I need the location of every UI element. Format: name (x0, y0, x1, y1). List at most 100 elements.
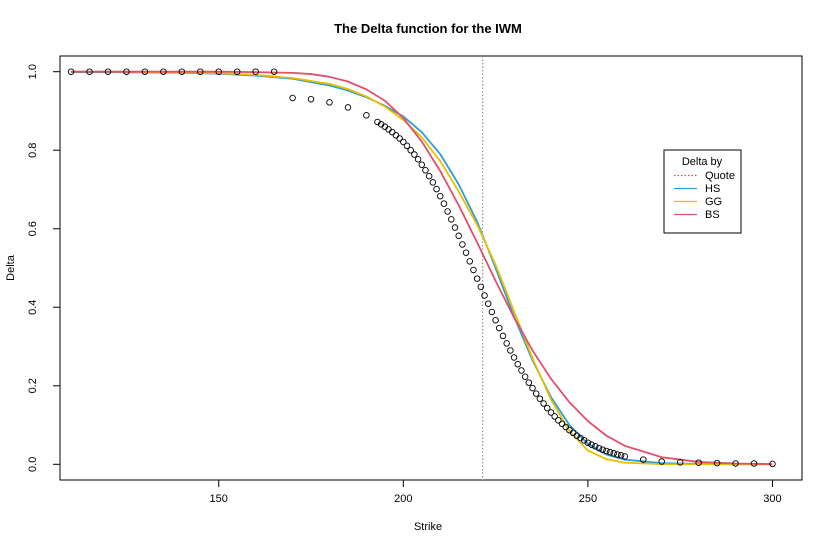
quote-point (470, 266, 477, 274)
y-axis-label: Delta (5, 254, 17, 281)
quote-point (532, 390, 540, 397)
quote-point (503, 340, 510, 347)
quote-point (518, 367, 525, 374)
quote-point (610, 450, 617, 457)
quote-point (595, 444, 603, 452)
quote-point (425, 172, 433, 180)
quote-point (396, 135, 403, 142)
quote-point (592, 442, 599, 450)
quote-point (466, 258, 474, 265)
quote-point (484, 300, 492, 307)
quote-point (750, 460, 758, 467)
quote-point (606, 448, 614, 456)
quote-point (551, 413, 558, 420)
quote-point (713, 459, 721, 467)
quote-point (555, 417, 562, 424)
quote-point (455, 232, 462, 240)
legend-box (663, 149, 742, 234)
quote-point (481, 292, 488, 299)
quote-point (525, 379, 533, 386)
quote-point (496, 324, 503, 332)
y-tick-label-1: 0.2 (27, 378, 39, 393)
quote-point (252, 68, 259, 75)
quote-point (403, 142, 411, 150)
quote-point (732, 460, 739, 467)
quote-point (510, 354, 518, 361)
quote-point (473, 275, 481, 282)
quote-point (599, 446, 606, 454)
quote-point (544, 404, 551, 412)
quote-point (418, 161, 426, 168)
quote-point (414, 155, 422, 163)
quote-point (521, 373, 529, 381)
quote-point (307, 95, 315, 103)
quote-point (477, 283, 485, 291)
quote-point (488, 308, 496, 316)
y-tick-label-4: 0.8 (27, 143, 39, 158)
quote-point (603, 447, 610, 455)
y-tick-label-3: 0.6 (27, 221, 39, 236)
quote-point (86, 68, 93, 75)
quote-point (289, 94, 296, 102)
quote-point (344, 104, 352, 111)
quote-point (540, 400, 547, 407)
quote-point (363, 112, 370, 119)
legend-label-bs: BS (705, 209, 720, 221)
quote-points-layer (67, 68, 776, 468)
quote-point (695, 459, 702, 466)
quote-point (676, 459, 684, 466)
quote-point (440, 200, 448, 207)
quote-point (451, 224, 459, 231)
quote-point (507, 347, 514, 354)
legend-title: Delta by (682, 156, 723, 168)
x-axis-label: Strike (414, 521, 442, 533)
quote-point (617, 452, 625, 459)
quote-point (562, 423, 569, 431)
y-tick-label-2: 0.4 (27, 300, 39, 315)
quote-point (448, 216, 455, 223)
quote-point (215, 68, 222, 75)
x-axis: 150 200 250 300 (210, 479, 782, 505)
quote-point (400, 138, 407, 146)
quote-point (459, 241, 466, 248)
quote-point (123, 68, 130, 75)
quote-point (584, 439, 592, 446)
series-gg-line (71, 70, 773, 466)
quote-point (444, 208, 451, 215)
y-axis: 0.0 0.2 0.4 0.6 0.8 1.0 (27, 64, 61, 472)
series-bs-line (71, 70, 773, 465)
quote-point (104, 68, 112, 75)
quote-point (499, 332, 507, 340)
quote-point (514, 360, 522, 368)
x-tick-label-300: 300 (763, 493, 781, 505)
quote-point (388, 128, 396, 136)
quote-point (621, 453, 629, 460)
series-layer (71, 70, 773, 466)
quote-point (436, 192, 444, 200)
quote-point (392, 132, 400, 139)
y-tick-label-5: 1.0 (27, 64, 39, 79)
quote-point (197, 68, 204, 75)
legend-label-hs: HS (705, 183, 720, 195)
quote-point (411, 151, 418, 158)
quote-point (407, 146, 414, 154)
series-hs-line (71, 71, 773, 466)
quote-point (422, 166, 429, 174)
x-tick-label-200: 200 (394, 493, 412, 505)
quote-point (160, 68, 167, 75)
quote-point (270, 68, 278, 75)
quote-point (769, 460, 776, 468)
quote-point (658, 458, 665, 465)
quote-point (492, 316, 499, 324)
chart-title: The Delta function for the IWM (334, 21, 522, 36)
quote-point (178, 68, 186, 75)
quote-point (433, 185, 440, 193)
quote-point (462, 249, 470, 256)
quote-point (558, 420, 566, 428)
quote-point (547, 409, 555, 416)
quote-point (326, 99, 333, 106)
quote-point (233, 68, 241, 75)
